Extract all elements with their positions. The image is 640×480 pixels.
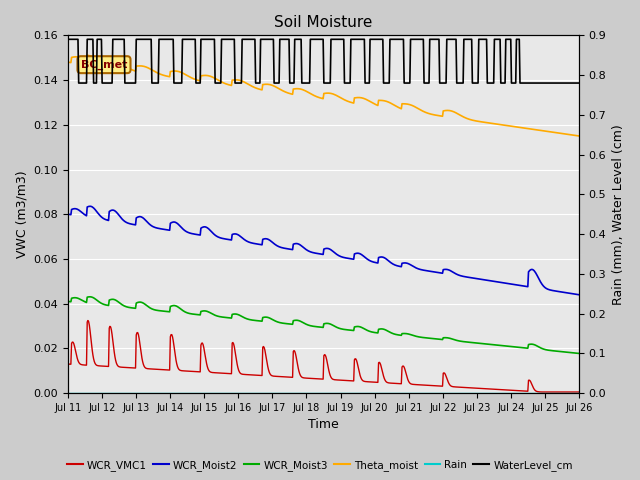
Text: BC_met: BC_met [81, 60, 127, 70]
Legend: WCR_VMC1, WCR_Moist2, WCR_Moist3, Theta_moist, Rain, WaterLevel_cm: WCR_VMC1, WCR_Moist2, WCR_Moist3, Theta_… [63, 456, 577, 475]
Title: Soil Moisture: Soil Moisture [275, 15, 372, 30]
X-axis label: Time: Time [308, 419, 339, 432]
Y-axis label: Rain (mm), Water Level (cm): Rain (mm), Water Level (cm) [612, 124, 625, 305]
Y-axis label: VWC (m3/m3): VWC (m3/m3) [15, 170, 28, 258]
